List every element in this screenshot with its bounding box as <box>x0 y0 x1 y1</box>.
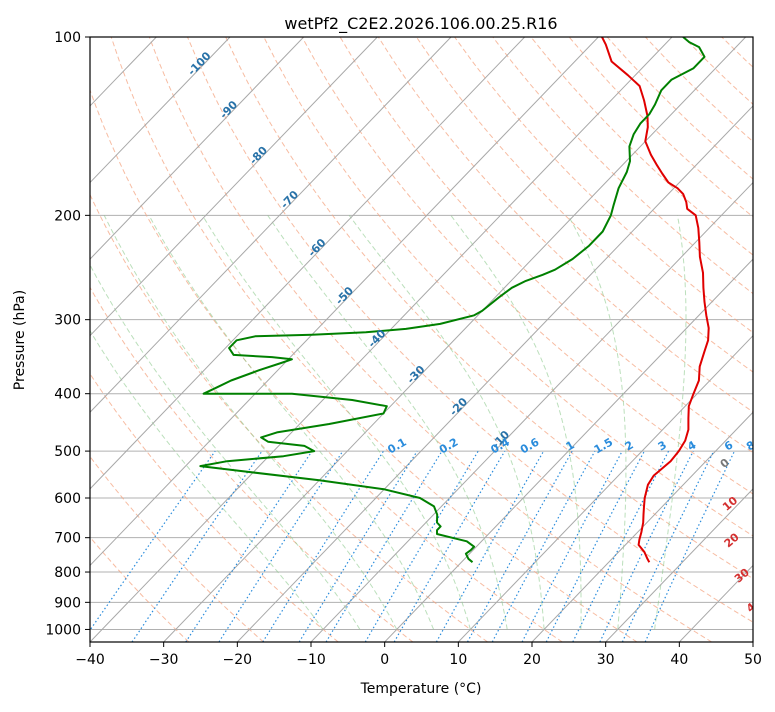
x-tick-label: −10 <box>296 652 326 668</box>
x-tick-label: −40 <box>75 652 105 668</box>
y-tick-label: 200 <box>54 208 81 224</box>
x-tick-label: 30 <box>597 652 615 668</box>
x-tick-label: −30 <box>149 652 179 668</box>
x-tick-label: 0 <box>380 652 389 668</box>
x-tick-label: 40 <box>670 652 688 668</box>
y-tick-label: 400 <box>54 387 81 403</box>
y-tick-label: 1000 <box>45 622 81 638</box>
y-tick-label: 700 <box>54 531 81 547</box>
y-tick-label: 100 <box>54 30 81 46</box>
x-tick-label: 50 <box>744 652 762 668</box>
x-tick-label: −20 <box>223 652 253 668</box>
x-tick-label: 20 <box>523 652 541 668</box>
x-tick-label: 10 <box>449 652 467 668</box>
chart-title: wetPf2_C2E2.2026.106.00.25.R16 <box>284 14 557 34</box>
x-axis-label: Temperature (°C) <box>360 681 482 697</box>
y-axis-label: Pressure (hPa) <box>12 290 28 390</box>
y-tick-label: 300 <box>54 313 81 329</box>
y-tick-label: 500 <box>54 444 81 460</box>
y-tick-label: 600 <box>54 491 81 507</box>
y-tick-label: 800 <box>54 565 81 581</box>
y-tick-label: 900 <box>54 595 81 611</box>
